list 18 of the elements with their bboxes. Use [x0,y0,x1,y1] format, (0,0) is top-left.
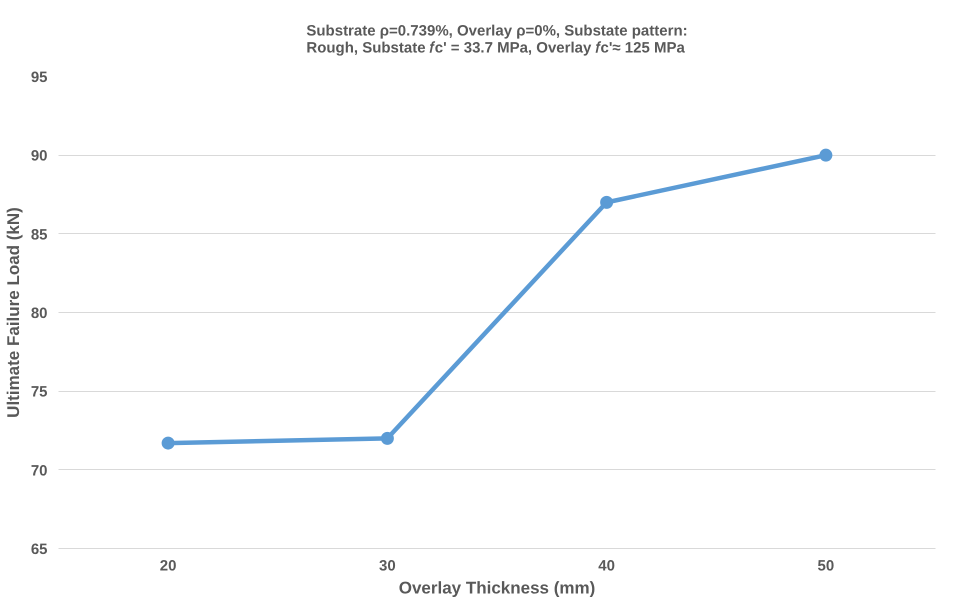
x-tick-label: 40 [598,558,615,574]
y-tick-label: 95 [30,69,48,86]
y-tick-label: 70 [30,462,48,480]
y-tick-label: 90 [30,148,48,165]
y-tick-label: 85 [30,226,48,244]
x-tick-label: 30 [379,558,396,574]
y-axis-title: Ultimate Failure Load (kN) [4,207,23,418]
x-tick-label: 50 [818,558,834,574]
x-tick-label: 20 [160,558,176,574]
point [380,432,394,445]
point [819,148,832,162]
chart-title: Substrate ρ=0.739%, Overlay ρ=0%, Substate pattern: Rough, Substate 𝑓c' = 33.7 MPa, Overlay 𝑓c'≈ 125 MPa [306,22,688,56]
y-tick-label: 65 [30,541,48,558]
point [162,436,175,450]
y-tick-label: 80 [30,305,48,322]
y-tick-label: 75 [30,384,48,401]
x-axis-title: Overlay Thickness (mm) [398,578,596,598]
point [600,196,614,209]
